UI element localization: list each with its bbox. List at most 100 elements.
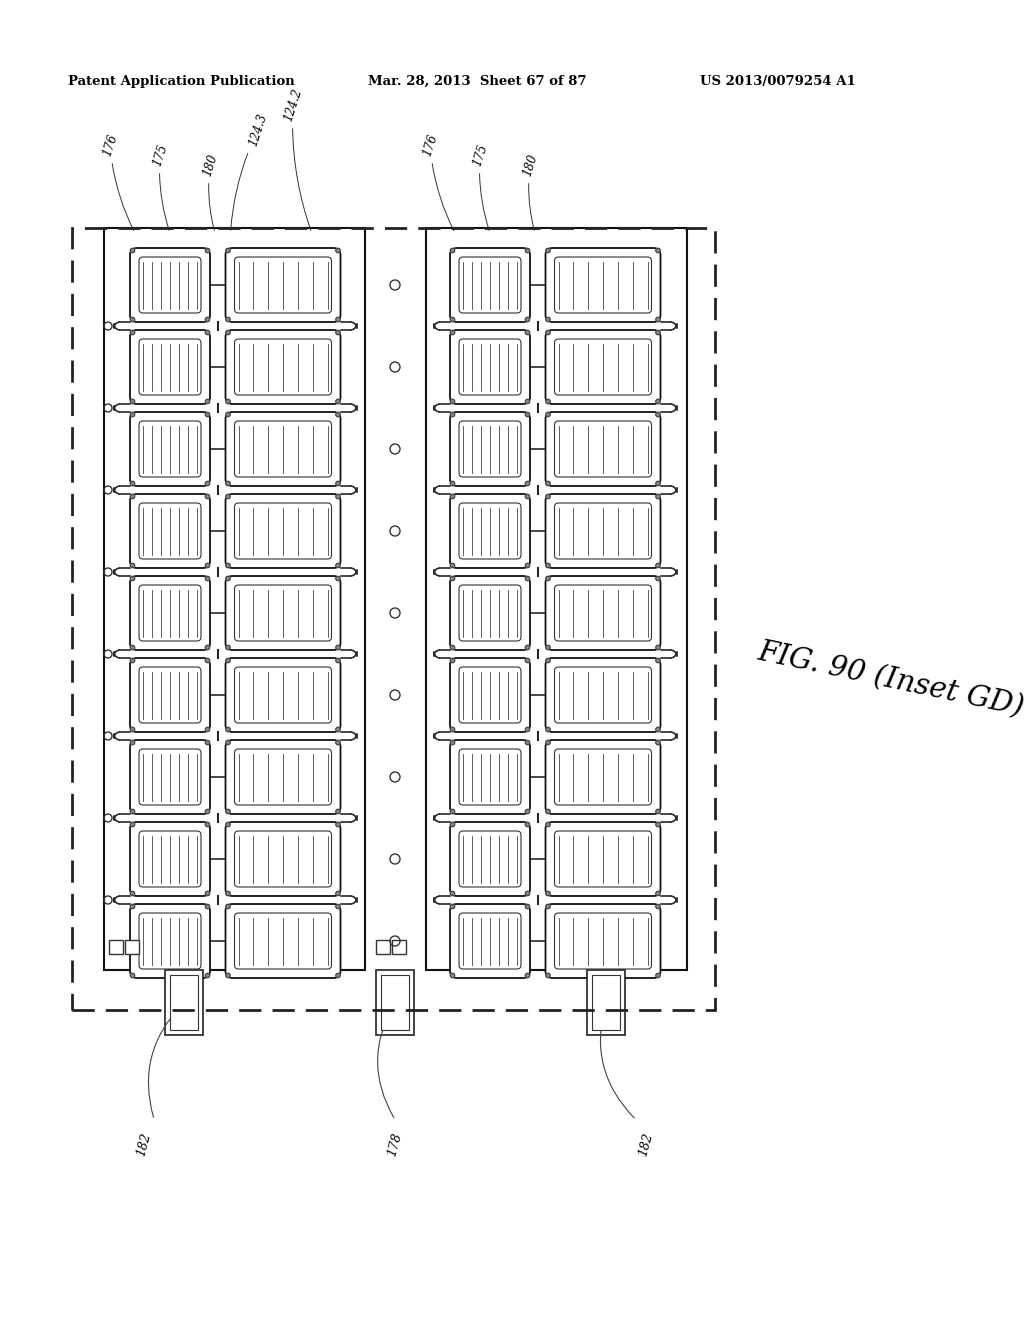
Circle shape	[451, 412, 455, 417]
Circle shape	[226, 891, 230, 896]
Circle shape	[205, 564, 210, 568]
FancyBboxPatch shape	[234, 913, 332, 969]
Circle shape	[525, 659, 529, 663]
Circle shape	[336, 645, 340, 649]
Circle shape	[226, 248, 230, 252]
Circle shape	[451, 727, 455, 731]
Circle shape	[525, 494, 529, 499]
FancyBboxPatch shape	[555, 832, 651, 887]
Circle shape	[655, 645, 660, 649]
FancyBboxPatch shape	[130, 741, 210, 814]
FancyBboxPatch shape	[546, 248, 660, 322]
Circle shape	[546, 482, 550, 486]
Circle shape	[655, 248, 660, 252]
FancyBboxPatch shape	[555, 503, 651, 558]
Circle shape	[336, 317, 340, 322]
Circle shape	[525, 741, 529, 744]
FancyBboxPatch shape	[130, 412, 210, 486]
Text: 124.3: 124.3	[230, 112, 269, 230]
Circle shape	[451, 904, 455, 908]
Circle shape	[525, 482, 529, 486]
Circle shape	[525, 399, 529, 404]
Text: 175: 175	[470, 143, 489, 231]
Bar	[376, 940, 390, 954]
FancyBboxPatch shape	[234, 503, 332, 558]
Circle shape	[546, 399, 550, 404]
Circle shape	[525, 904, 529, 908]
FancyBboxPatch shape	[234, 667, 332, 723]
Circle shape	[226, 973, 230, 978]
Text: Mar. 28, 2013  Sheet 67 of 87: Mar. 28, 2013 Sheet 67 of 87	[368, 75, 587, 88]
Circle shape	[451, 494, 455, 499]
Circle shape	[546, 741, 550, 744]
Circle shape	[655, 330, 660, 335]
Circle shape	[546, 330, 550, 335]
Circle shape	[546, 822, 550, 826]
Circle shape	[655, 973, 660, 978]
Circle shape	[336, 577, 340, 581]
Circle shape	[130, 822, 135, 826]
FancyBboxPatch shape	[555, 748, 651, 805]
Circle shape	[546, 891, 550, 896]
Circle shape	[451, 741, 455, 744]
FancyBboxPatch shape	[234, 339, 332, 395]
Circle shape	[525, 248, 529, 252]
Circle shape	[205, 727, 210, 731]
Circle shape	[546, 412, 550, 417]
FancyBboxPatch shape	[130, 576, 210, 649]
FancyBboxPatch shape	[139, 421, 201, 477]
Circle shape	[130, 741, 135, 744]
FancyBboxPatch shape	[546, 412, 660, 486]
Circle shape	[546, 973, 550, 978]
FancyBboxPatch shape	[130, 494, 210, 568]
Bar	[72, 228, 715, 1010]
FancyBboxPatch shape	[459, 503, 521, 558]
FancyBboxPatch shape	[546, 657, 660, 733]
FancyBboxPatch shape	[225, 494, 341, 568]
FancyBboxPatch shape	[546, 904, 660, 978]
Text: 176: 176	[420, 132, 454, 231]
FancyBboxPatch shape	[450, 904, 530, 978]
FancyBboxPatch shape	[459, 585, 521, 642]
FancyBboxPatch shape	[139, 257, 201, 313]
FancyBboxPatch shape	[234, 421, 332, 477]
Circle shape	[205, 822, 210, 826]
Circle shape	[336, 412, 340, 417]
Bar	[109, 940, 123, 954]
Circle shape	[336, 822, 340, 826]
Circle shape	[336, 741, 340, 744]
FancyBboxPatch shape	[555, 339, 651, 395]
FancyBboxPatch shape	[130, 904, 210, 978]
Circle shape	[130, 645, 135, 649]
Circle shape	[226, 741, 230, 744]
Circle shape	[451, 248, 455, 252]
Circle shape	[130, 904, 135, 908]
FancyBboxPatch shape	[225, 822, 341, 896]
Circle shape	[205, 659, 210, 663]
Circle shape	[451, 809, 455, 813]
Bar	[104, 228, 365, 970]
Circle shape	[525, 330, 529, 335]
Circle shape	[525, 822, 529, 826]
Circle shape	[451, 564, 455, 568]
Circle shape	[336, 659, 340, 663]
Circle shape	[525, 809, 529, 813]
FancyBboxPatch shape	[450, 494, 530, 568]
Circle shape	[525, 564, 529, 568]
Circle shape	[655, 399, 660, 404]
Circle shape	[130, 412, 135, 417]
Circle shape	[655, 317, 660, 322]
Circle shape	[130, 494, 135, 499]
Circle shape	[546, 494, 550, 499]
Circle shape	[205, 904, 210, 908]
FancyBboxPatch shape	[130, 657, 210, 733]
FancyBboxPatch shape	[555, 421, 651, 477]
FancyBboxPatch shape	[225, 248, 341, 322]
FancyBboxPatch shape	[225, 657, 341, 733]
FancyBboxPatch shape	[555, 257, 651, 313]
Text: 176: 176	[100, 132, 134, 231]
Bar	[381, 975, 410, 1030]
Circle shape	[205, 399, 210, 404]
Bar	[392, 940, 407, 954]
FancyBboxPatch shape	[546, 330, 660, 404]
